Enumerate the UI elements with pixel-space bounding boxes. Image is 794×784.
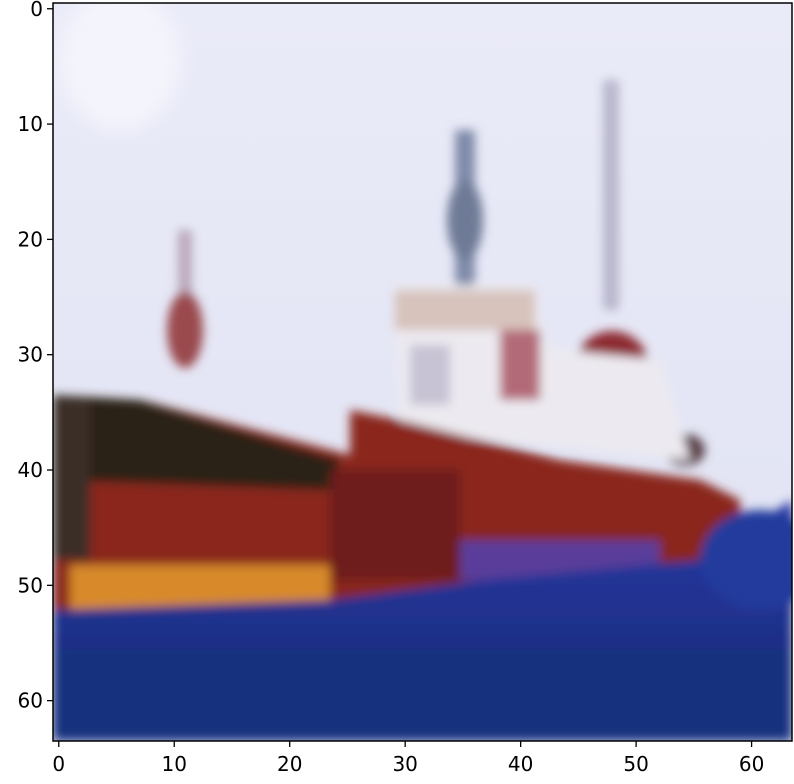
x-tick-label: 60	[739, 752, 764, 776]
x-tick-label: 20	[277, 752, 302, 776]
y-tick-label: 40	[18, 458, 43, 482]
x-tick-label: 40	[508, 752, 533, 776]
y-tick-label: 10	[18, 112, 43, 136]
x-tick-label: 30	[392, 752, 417, 776]
y-axis: 0 10 20 30 40 50 60	[18, 0, 53, 713]
y-tick-label: 60	[18, 689, 43, 713]
axes-frame	[52, 2, 793, 742]
mast-right	[603, 80, 619, 310]
x-axis: 0 10 20 30 40 50 60	[52, 741, 764, 776]
y-tick-label: 0	[30, 0, 43, 21]
y-tick-label: 50	[18, 573, 43, 597]
x-tick-label: 0	[52, 752, 65, 776]
x-tick-label: 10	[162, 752, 187, 776]
y-tick-label: 30	[18, 343, 43, 367]
boat-image	[53, 3, 792, 741]
y-tick-label: 20	[18, 227, 43, 251]
x-tick-label: 50	[623, 752, 648, 776]
